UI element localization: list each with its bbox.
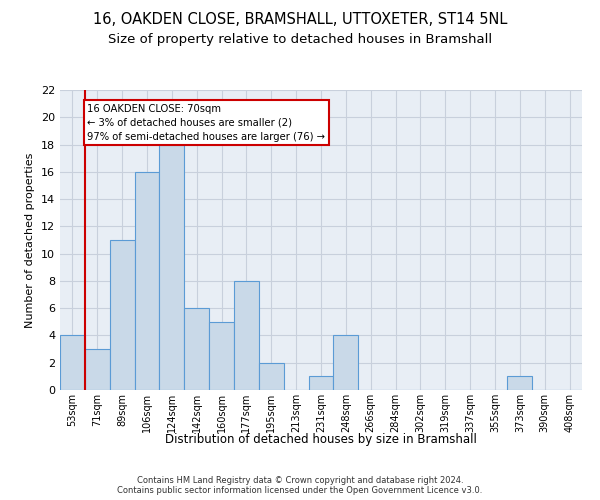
Y-axis label: Number of detached properties: Number of detached properties <box>25 152 35 328</box>
Bar <box>160 144 184 390</box>
Bar <box>508 376 532 390</box>
Bar <box>60 336 85 390</box>
Bar <box>134 172 160 390</box>
Bar <box>234 281 259 390</box>
Text: 16 OAKDEN CLOSE: 70sqm
← 3% of detached houses are smaller (2)
97% of semi-detac: 16 OAKDEN CLOSE: 70sqm ← 3% of detached … <box>88 104 325 142</box>
Bar <box>110 240 134 390</box>
Text: Distribution of detached houses by size in Bramshall: Distribution of detached houses by size … <box>165 432 477 446</box>
Bar <box>308 376 334 390</box>
Bar <box>184 308 209 390</box>
Bar <box>334 336 358 390</box>
Bar <box>259 362 284 390</box>
Bar <box>85 349 110 390</box>
Text: Size of property relative to detached houses in Bramshall: Size of property relative to detached ho… <box>108 32 492 46</box>
Text: Contains HM Land Registry data © Crown copyright and database right 2024.
Contai: Contains HM Land Registry data © Crown c… <box>118 476 482 495</box>
Text: 16, OAKDEN CLOSE, BRAMSHALL, UTTOXETER, ST14 5NL: 16, OAKDEN CLOSE, BRAMSHALL, UTTOXETER, … <box>93 12 507 28</box>
Bar <box>209 322 234 390</box>
